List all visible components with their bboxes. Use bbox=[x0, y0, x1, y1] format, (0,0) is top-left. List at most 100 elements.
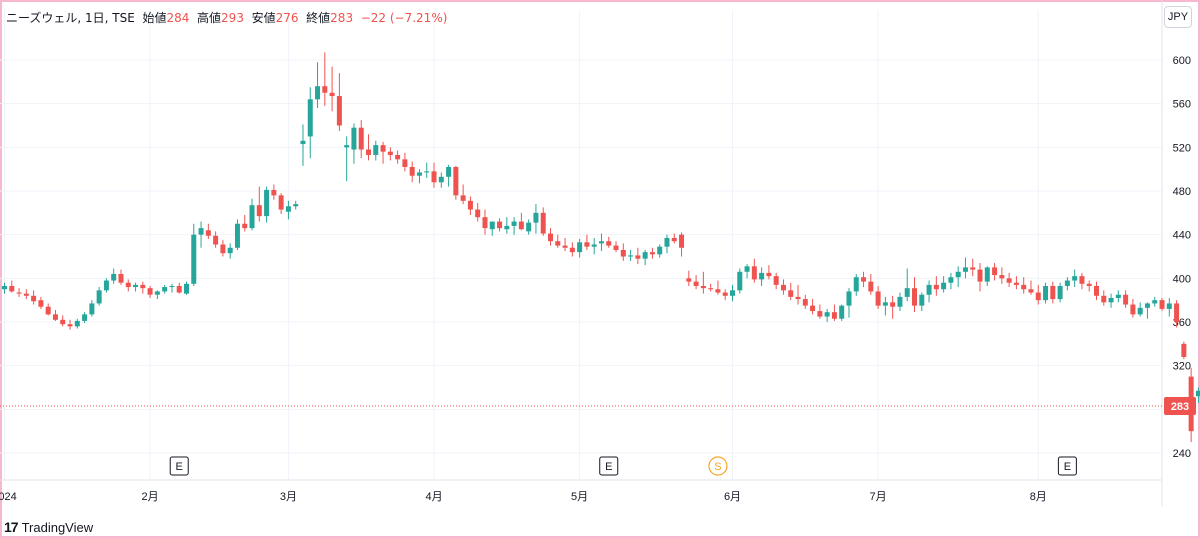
candle-body bbox=[1050, 285, 1056, 300]
x-tick-label: 4月 bbox=[425, 491, 442, 503]
candle-body bbox=[540, 212, 546, 234]
candle-body bbox=[810, 305, 816, 312]
candle-body bbox=[548, 233, 553, 242]
candle-body bbox=[795, 296, 801, 300]
candle-body bbox=[1188, 376, 1194, 432]
candle-body bbox=[74, 320, 80, 327]
candle-body bbox=[475, 209, 481, 218]
event-marker-label: S bbox=[714, 461, 721, 473]
y-tick-label: 400 bbox=[1173, 273, 1191, 285]
candle-body bbox=[1115, 294, 1121, 298]
candle-body bbox=[220, 244, 226, 254]
candle-body bbox=[176, 285, 182, 293]
candle-body bbox=[497, 221, 503, 229]
y-tick-label: 240 bbox=[1173, 448, 1191, 460]
y-tick-label: 520 bbox=[1173, 142, 1191, 154]
candle-body bbox=[722, 292, 728, 296]
candle-body bbox=[759, 272, 765, 280]
candle-body bbox=[1079, 276, 1085, 284]
candle-body bbox=[1043, 285, 1049, 301]
candle-body bbox=[293, 204, 299, 207]
x-tick-label: 2024 bbox=[0, 491, 17, 503]
candle-body bbox=[693, 281, 699, 286]
candle-body bbox=[1028, 289, 1034, 293]
candle-body bbox=[1181, 343, 1187, 357]
candle-body bbox=[373, 145, 379, 155]
candle-body bbox=[882, 302, 888, 306]
candle-body bbox=[628, 255, 634, 257]
candle-body bbox=[191, 234, 197, 284]
candle-body bbox=[249, 205, 255, 229]
candle-body bbox=[300, 140, 306, 145]
candle-body bbox=[897, 296, 903, 307]
candle-body bbox=[686, 278, 692, 282]
candle-body bbox=[620, 249, 626, 257]
candle-body bbox=[344, 145, 350, 148]
candle-body bbox=[1159, 300, 1165, 309]
candle-body bbox=[679, 234, 685, 248]
candle-body bbox=[671, 237, 677, 242]
x-tick-label: 2月 bbox=[142, 491, 159, 503]
tradingview-label: TradingView bbox=[21, 519, 94, 535]
candle-body bbox=[744, 266, 750, 272]
candle-body bbox=[184, 283, 189, 294]
candle-body bbox=[1144, 303, 1150, 308]
low-label: 安値 bbox=[251, 11, 276, 25]
candle-body bbox=[118, 273, 124, 283]
x-tick-label: 7月 bbox=[870, 491, 887, 503]
candle-body bbox=[358, 127, 364, 150]
candle-body bbox=[577, 242, 583, 253]
candle-body bbox=[1101, 295, 1107, 303]
candle-body bbox=[38, 300, 44, 307]
candle-body bbox=[868, 281, 874, 292]
low-value: 276 bbox=[275, 11, 299, 25]
currency-button[interactable]: JPY bbox=[1164, 6, 1192, 28]
candle-body bbox=[315, 86, 321, 100]
candle-body bbox=[336, 96, 342, 126]
earnings-event-icon bbox=[169, 456, 189, 476]
y-tick-label: 480 bbox=[1173, 186, 1191, 198]
candle-body bbox=[234, 223, 240, 248]
candle-body bbox=[562, 245, 568, 248]
y-tick-label: 440 bbox=[1173, 230, 1191, 242]
candle-body bbox=[948, 277, 954, 283]
candle-body bbox=[162, 287, 168, 292]
candle-body bbox=[1195, 390, 1200, 397]
candle-body bbox=[649, 252, 655, 255]
candle-body bbox=[824, 312, 830, 317]
y-tick-label: 560 bbox=[1173, 99, 1191, 111]
x-tick-label: 5月 bbox=[571, 491, 588, 503]
candle-body bbox=[708, 288, 714, 290]
earnings-event-icon bbox=[1057, 456, 1077, 476]
candle-body bbox=[416, 172, 422, 176]
change-value: −22 (−7.21%) bbox=[360, 11, 448, 25]
candle-body bbox=[351, 127, 357, 150]
candle-body bbox=[730, 290, 735, 296]
candle-body bbox=[402, 159, 408, 167]
event-marker-label: E bbox=[1064, 461, 1071, 473]
candle-body bbox=[395, 154, 401, 160]
candle-body bbox=[780, 284, 786, 291]
candle-body bbox=[919, 294, 925, 306]
candle-body bbox=[446, 166, 452, 177]
candle-body bbox=[606, 241, 612, 246]
candle-body bbox=[504, 225, 510, 230]
event-marker-label: E bbox=[176, 461, 183, 473]
x-tick-label: 3月 bbox=[280, 491, 297, 503]
candle-body bbox=[875, 291, 881, 306]
candle-body bbox=[526, 222, 532, 232]
candle-body bbox=[1174, 303, 1180, 322]
candle-body bbox=[271, 189, 277, 196]
symbol-header: ニーズウェル, 1日, TSE 始値284 高値293 安値276 終値283 … bbox=[6, 9, 447, 26]
candle-body bbox=[489, 221, 495, 230]
candle-body bbox=[613, 245, 619, 250]
candle-body bbox=[1166, 303, 1172, 309]
tradingview-branding[interactable]: 17 TradingView bbox=[4, 519, 93, 535]
candle-body bbox=[1094, 285, 1099, 296]
candle-body bbox=[904, 288, 910, 297]
candle-body bbox=[1130, 304, 1136, 315]
candle-body bbox=[642, 252, 648, 259]
close-label: 終値 bbox=[306, 11, 331, 25]
candle-body bbox=[1013, 282, 1019, 285]
